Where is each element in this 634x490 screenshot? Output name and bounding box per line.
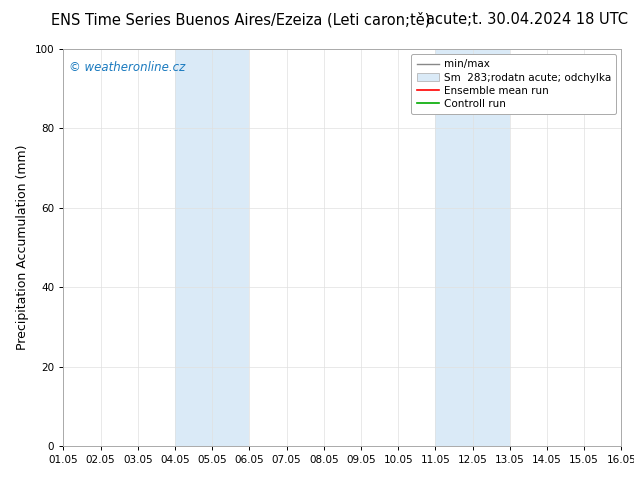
Y-axis label: Precipitation Accumulation (mm): Precipitation Accumulation (mm) <box>16 145 29 350</box>
Bar <box>175 49 249 446</box>
Bar <box>436 49 510 446</box>
Text: ENS Time Series Buenos Aires/Ezeiza (Leti caron;tě): ENS Time Series Buenos Aires/Ezeiza (Let… <box>51 12 430 28</box>
Text: acute;t. 30.04.2024 18 UTC: acute;t. 30.04.2024 18 UTC <box>425 12 628 27</box>
Legend: min/max, Sm  283;rodatn acute; odchylka, Ensemble mean run, Controll run: min/max, Sm 283;rodatn acute; odchylka, … <box>411 54 616 114</box>
Text: © weatheronline.cz: © weatheronline.cz <box>69 61 185 74</box>
